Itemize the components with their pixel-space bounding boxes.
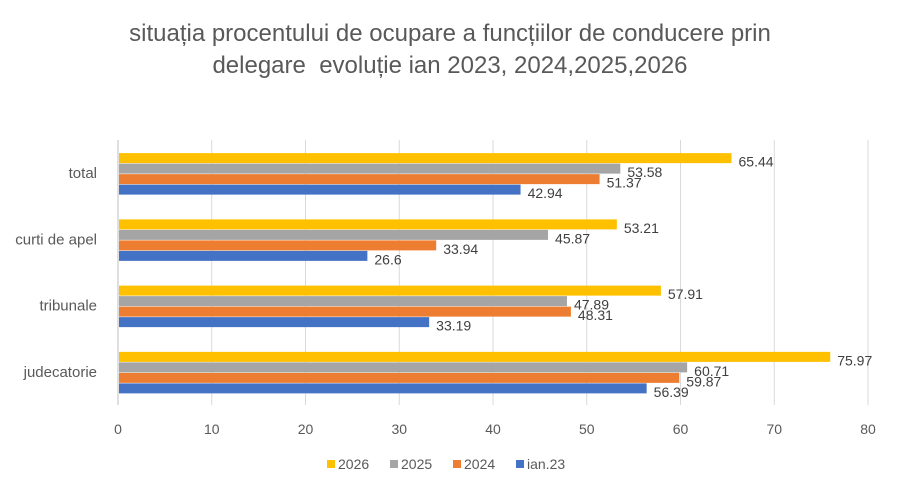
bar-2026-0 — [119, 153, 732, 164]
bar-2024-2 — [119, 306, 571, 317]
legend: 2026 2025 2024 ian.23 — [327, 456, 565, 472]
data-label: 26.6 — [374, 251, 401, 267]
x-tick-label: 60 — [673, 421, 689, 437]
bar-2026-1 — [119, 219, 617, 230]
bar-ian23-2 — [119, 317, 430, 328]
legend-label: ian.23 — [527, 456, 565, 472]
bars — [119, 153, 831, 394]
data-label: 51.37 — [607, 175, 642, 191]
category-label: curti de apel — [15, 231, 97, 248]
bar-2026-2 — [119, 285, 661, 296]
data-label: 57.91 — [668, 286, 703, 302]
bar-ian23-3 — [119, 383, 647, 394]
bar-2024-1 — [119, 240, 437, 251]
data-label: 42.94 — [528, 185, 563, 201]
bar-2026-3 — [119, 351, 831, 362]
bar-2025-1 — [119, 229, 549, 240]
bar-2025-0 — [119, 163, 621, 174]
data-label: 48.31 — [578, 307, 613, 323]
x-tick-label: 0 — [114, 421, 122, 437]
bar-ian23-0 — [119, 184, 521, 195]
x-tick-label: 70 — [766, 421, 782, 437]
legend-swatch-2026 — [327, 460, 335, 468]
data-label: 75.97 — [837, 352, 872, 368]
chart-title-line-1: situația procentului de ocupare a funcți… — [129, 20, 771, 47]
legend-label: 2025 — [401, 456, 432, 472]
x-tick-label: 20 — [298, 421, 314, 437]
chart-title-line-2: delegare evoluție ian 2023, 2024,2025,20… — [212, 52, 688, 79]
x-tick-label: 50 — [579, 421, 595, 437]
data-label: 33.19 — [436, 318, 471, 334]
legend-swatch-2025 — [390, 460, 398, 468]
bar-2024-0 — [119, 174, 600, 185]
x-tick-label: 80 — [860, 421, 876, 437]
bar-ian23-1 — [119, 250, 368, 261]
x-tick-label: 40 — [485, 421, 501, 437]
data-label: 47.89 — [574, 297, 609, 313]
data-label: 60.71 — [694, 363, 729, 379]
data-label: 65.44 — [739, 154, 774, 170]
data-label: 59.87 — [686, 373, 721, 389]
bar-2024-3 — [119, 372, 680, 383]
bar-2025-2 — [119, 296, 567, 307]
x-axis-ticks: 0 10 20 30 40 50 60 70 80 — [114, 421, 876, 437]
data-label: 33.94 — [443, 241, 478, 257]
legend-swatch-2024 — [453, 460, 461, 468]
category-label: tribunale — [39, 298, 97, 315]
category-label: judecatorie — [23, 364, 97, 381]
bar-2025-3 — [119, 362, 688, 373]
data-label: 53.58 — [627, 164, 662, 180]
legend-label: 2024 — [464, 456, 495, 472]
data-label: 53.21 — [624, 220, 659, 236]
x-tick-label: 30 — [391, 421, 407, 437]
category-label: total — [69, 165, 97, 182]
legend-swatch-ian23 — [516, 460, 524, 468]
chart-title: situația procentului de ocupare a funcți… — [0, 18, 900, 82]
data-label: 56.39 — [654, 384, 689, 400]
legend-label: 2026 — [338, 456, 369, 472]
x-tick-label: 10 — [204, 421, 220, 437]
category-axis: total curti de apel tribunale judecatorie — [15, 165, 97, 381]
data-label: 45.87 — [555, 230, 590, 246]
